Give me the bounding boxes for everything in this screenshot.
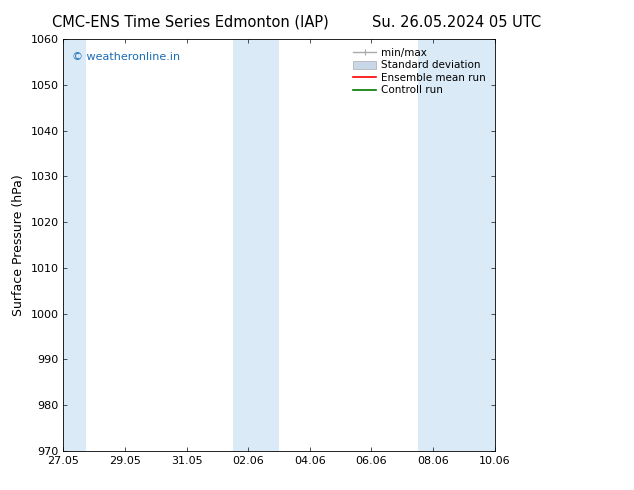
Bar xyxy=(63,39,86,451)
Legend: min/max, Standard deviation, Ensemble mean run, Controll run: min/max, Standard deviation, Ensemble me… xyxy=(349,44,490,99)
Text: CMC-ENS Time Series Edmonton (IAP): CMC-ENS Time Series Edmonton (IAP) xyxy=(52,15,328,30)
Y-axis label: Surface Pressure (hPa): Surface Pressure (hPa) xyxy=(12,174,25,316)
Text: © weatheronline.in: © weatheronline.in xyxy=(72,51,180,62)
Bar xyxy=(233,39,279,451)
Bar xyxy=(418,39,495,451)
Text: Su. 26.05.2024 05 UTC: Su. 26.05.2024 05 UTC xyxy=(372,15,541,30)
